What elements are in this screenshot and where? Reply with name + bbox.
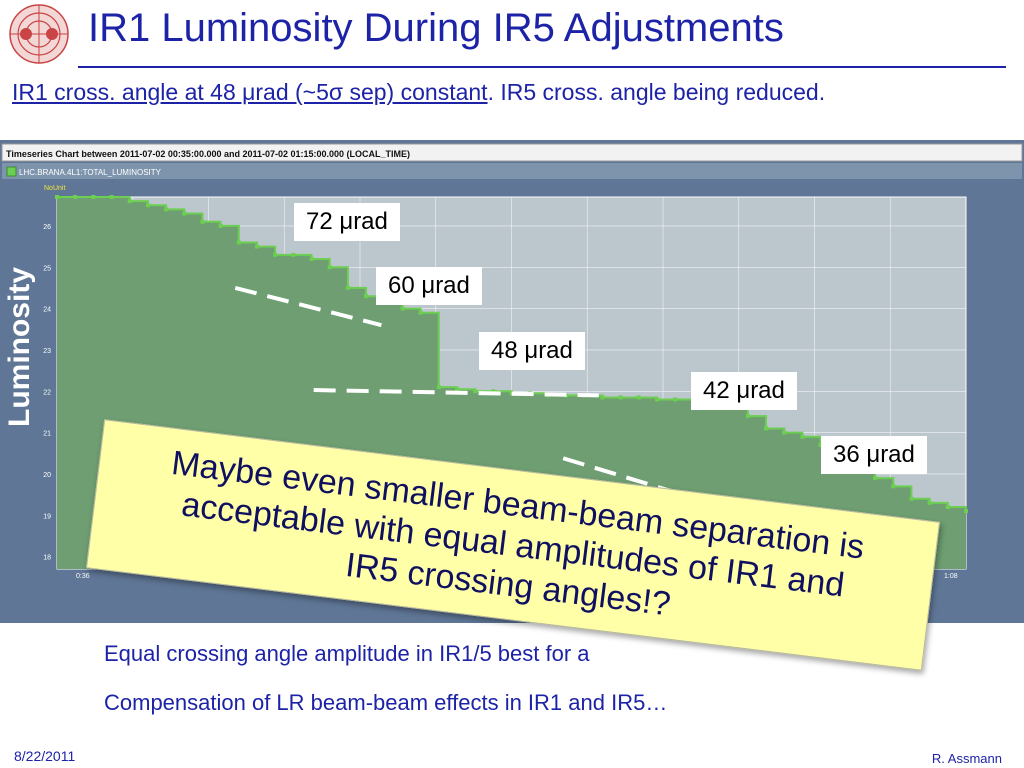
unit-label: NoUnit [44, 185, 65, 192]
y-tick-label: 25 [43, 265, 51, 272]
data-point [909, 496, 914, 501]
annotation-72-urad: 72 μrad [294, 203, 400, 241]
data-point [673, 397, 678, 402]
x-tick-last: 1:08 [944, 573, 958, 580]
data-point [254, 244, 259, 249]
data-point [309, 257, 314, 261]
slide-title: IR1 Luminosity During IR5 Adjustments [88, 6, 784, 50]
data-point [364, 294, 369, 299]
data-point [764, 426, 769, 431]
annotation-42-urad: 42 μrad [691, 372, 797, 410]
legend-checkbox[interactable] [6, 166, 17, 177]
subtitle-rest: . IR5 cross. angle being reduced. [487, 79, 826, 105]
y-tick-label: 22 [43, 389, 51, 396]
legend-series-name: LHC.BRANA.4L1:TOTAL_LUMINOSITY [19, 168, 162, 177]
annotation-60-urad: 60 μrad [376, 267, 482, 305]
data-point [636, 395, 641, 400]
data-point [600, 395, 605, 400]
data-point [509, 391, 514, 396]
y-tick-label: 18 [43, 555, 51, 562]
y-ticks: 18 19 20 21 22 23 24 25 26 [43, 224, 51, 562]
bullet-equal-crossing-angle: Equal crossing angle amplitude in IR1/5 … [104, 641, 590, 666]
data-point [945, 505, 950, 509]
data-point [345, 285, 350, 290]
data-point [164, 207, 169, 212]
lhc-logo [9, 4, 69, 64]
data-point [964, 509, 968, 514]
footer-author: R. Assmann [931, 751, 1002, 766]
y-tick-label: 24 [43, 307, 51, 314]
legend-bar [2, 163, 1022, 179]
y-tick-label: 21 [43, 431, 51, 438]
trend-line [234, 285, 382, 328]
chart-header-bar [1, 143, 1023, 162]
slide-subtitle: IR1 cross. angle at 48 μrad (~5σ sep) co… [12, 79, 825, 106]
annotation-48-urad: 48 μrad [479, 332, 585, 370]
data-point [418, 310, 423, 315]
data-point [891, 484, 896, 489]
data-point [236, 240, 241, 245]
data-point [873, 476, 878, 481]
data-point [200, 219, 205, 224]
subtitle-underlined: IR1 cross. angle at 48 μrad (~5σ sep) co… [12, 79, 488, 105]
data-point [800, 434, 805, 439]
data-point [73, 195, 78, 199]
data-point [218, 223, 223, 228]
data-point [127, 199, 132, 204]
data-point [927, 500, 932, 505]
data-point [618, 395, 623, 400]
y-tick-label: 19 [43, 513, 51, 520]
data-point [745, 414, 750, 419]
data-point [109, 195, 114, 199]
annotation-36-urad: 36 μrad [821, 436, 927, 474]
data-point [182, 211, 187, 216]
data-point [491, 389, 496, 394]
data-point [782, 430, 787, 435]
bullet-compensation-lr: Compensation of LR beam-beam effects in … [104, 690, 668, 715]
data-point [145, 203, 150, 208]
data-point [327, 265, 332, 270]
data-point [473, 389, 478, 394]
data-point [436, 385, 441, 390]
data-point [818, 443, 823, 447]
data-point [273, 252, 278, 257]
footer-date: 8/22/2011 [14, 748, 76, 764]
data-point [400, 306, 405, 311]
title-divider [78, 66, 1006, 68]
trend-line [313, 388, 599, 398]
data-point [291, 252, 296, 257]
y-tick-label: 26 [43, 224, 51, 231]
data-point [654, 397, 659, 402]
data-point [454, 387, 459, 392]
y-tick-label: 23 [43, 348, 51, 355]
chart-header-text: Timeseries Chart between 2011-07-02 00:3… [6, 149, 410, 159]
data-point [55, 195, 59, 199]
data-point [91, 195, 96, 199]
y-tick-label: 20 [43, 472, 51, 479]
x-tick-first: 0:36 [76, 573, 90, 580]
